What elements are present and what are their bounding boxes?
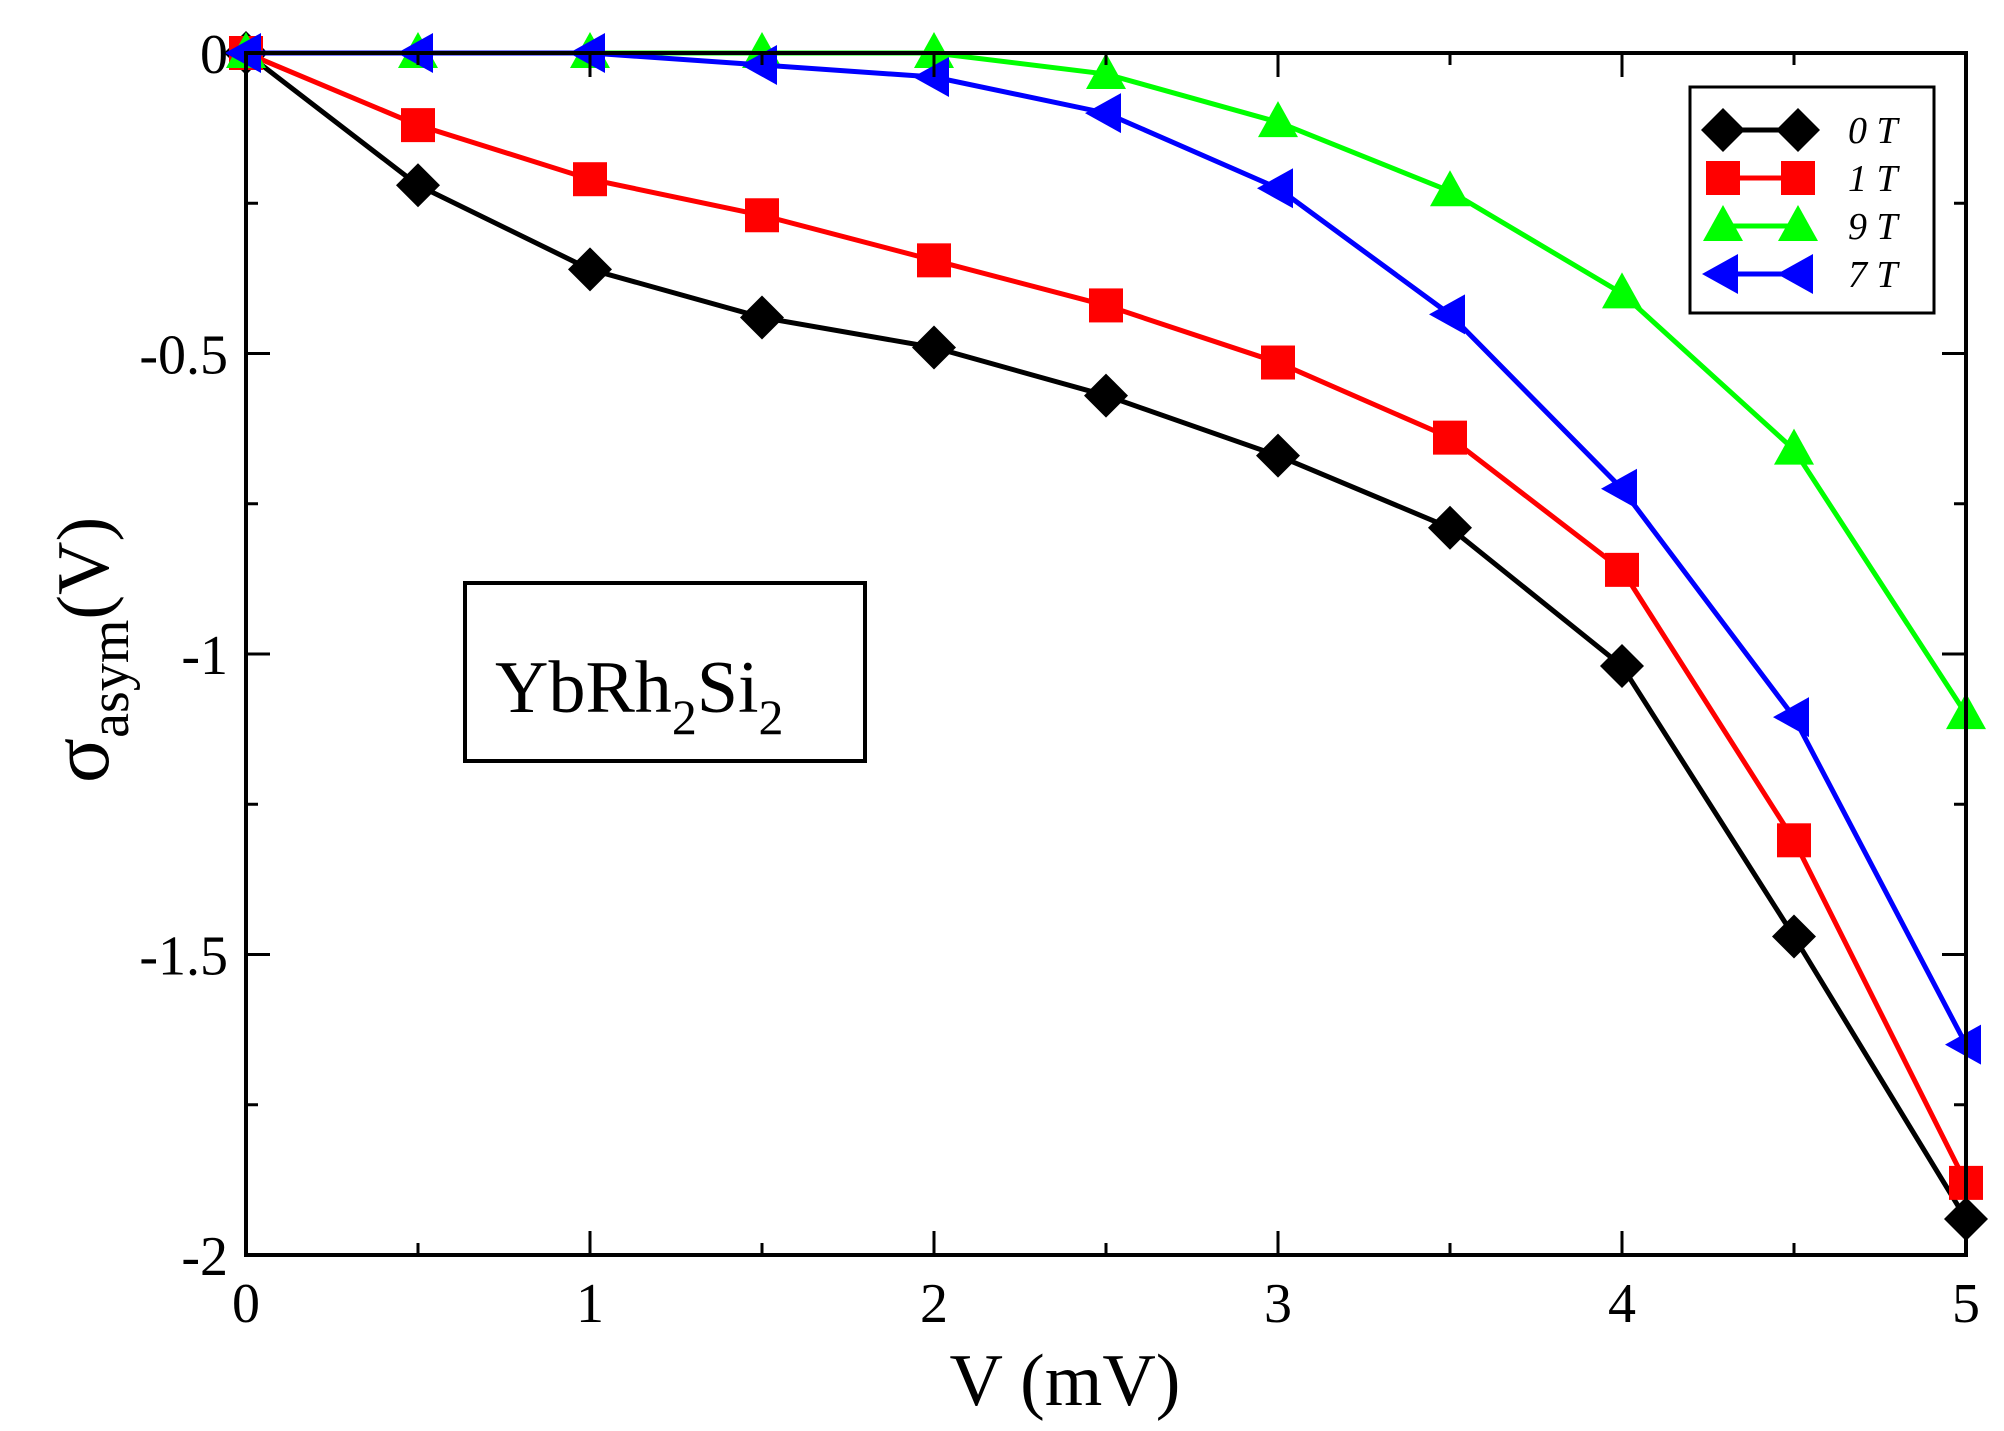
- legend-label: 7 T: [1848, 254, 1901, 296]
- data-point: [1433, 420, 1467, 455]
- annotation-mid: Si: [697, 647, 759, 729]
- data-point: [1086, 53, 1126, 90]
- annotation-base: YbRh: [495, 647, 672, 729]
- legend-marker: [1777, 254, 1813, 294]
- data-point: [1429, 294, 1465, 335]
- data-point: [913, 57, 949, 98]
- legend-label: 0 T: [1848, 110, 1901, 152]
- data-point: [1430, 170, 1470, 207]
- data-point: [568, 247, 612, 292]
- y-tick-label: -1: [181, 625, 228, 687]
- data-point: [1089, 288, 1123, 323]
- data-point: [1261, 345, 1295, 380]
- data-point: [401, 108, 435, 143]
- legend-item: 7 T: [1702, 254, 1901, 296]
- legend-items: 0 T 1 T 9 T 7 T: [1701, 108, 1901, 296]
- y-tick-label: -2: [181, 1226, 228, 1288]
- legend-label: 1 T: [1848, 158, 1901, 200]
- data-point: [1257, 168, 1293, 209]
- data-point: [1600, 644, 1644, 689]
- legend-marker: [1778, 205, 1818, 241]
- legend-marker: [1706, 161, 1740, 195]
- x-axis-title: V (mV): [950, 1340, 1181, 1422]
- data-point: [912, 325, 956, 370]
- annotation-label: YbRh2Si2: [495, 647, 784, 745]
- data-point: [1945, 1024, 1981, 1065]
- data-point: [1428, 505, 1472, 550]
- data-point: [741, 45, 777, 86]
- y-axis-title-main: σ: [34, 738, 127, 783]
- data-point: [1258, 101, 1298, 138]
- data-point: [745, 198, 779, 233]
- legend-label: 9 T: [1848, 206, 1901, 248]
- annotation-frame: [463, 581, 867, 763]
- data-point: [396, 163, 440, 208]
- annotation-sub1: 2: [672, 689, 697, 745]
- data-point: [573, 162, 607, 197]
- x-tick-label: 2: [920, 1273, 948, 1335]
- data-point: [1601, 468, 1637, 509]
- legend-marker: [1703, 205, 1743, 241]
- data-point: [740, 295, 784, 340]
- data-point: [225, 33, 261, 73]
- legend-item: 9 T: [1703, 205, 1901, 248]
- data-point: [1256, 433, 1300, 478]
- y-tick-label: -0.5: [139, 325, 228, 387]
- data-point: [1084, 373, 1128, 418]
- annotation-box: YbRh2Si2: [463, 581, 867, 763]
- y-axis-title: σasym(V): [34, 517, 141, 783]
- y-tick-label: -1.5: [139, 926, 228, 988]
- legend-item: 1 T: [1706, 158, 1901, 200]
- data-point: [1605, 552, 1639, 587]
- legend-marker: [1702, 254, 1738, 294]
- data-point: [1772, 914, 1816, 959]
- series-layer: [224, 31, 1988, 1241]
- data-point: [1773, 697, 1809, 738]
- data-point: [1085, 93, 1121, 134]
- annotation-sub2: 2: [759, 689, 784, 745]
- legend: 0 T 1 T 9 T 7 T: [1688, 85, 1936, 315]
- ticks-layer: 0 1 2 3 4 5 0 -0.5 -1 -1.5 -2: [139, 24, 1980, 1335]
- x-tick-label: 4: [1608, 1273, 1636, 1335]
- x-tick-label: 5: [1952, 1273, 1980, 1335]
- y-tick-label: 0: [200, 24, 228, 86]
- data-point: [917, 243, 951, 278]
- data-point: [1774, 428, 1814, 465]
- legend-item: 0 T: [1701, 108, 1901, 152]
- legend-marker: [1776, 108, 1820, 152]
- x-tick-label: 1: [576, 1273, 604, 1335]
- y-axis-title-tail: (V): [43, 517, 125, 620]
- x-tick-label: 3: [1264, 1273, 1292, 1335]
- legend-marker: [1701, 108, 1745, 152]
- data-point: [1602, 272, 1642, 309]
- data-point: [1777, 823, 1811, 858]
- legend-marker: [1781, 161, 1815, 195]
- data-point: [914, 32, 954, 68]
- y-axis-title-sub: asym: [79, 620, 141, 738]
- x-tick-label: 0: [232, 1273, 260, 1335]
